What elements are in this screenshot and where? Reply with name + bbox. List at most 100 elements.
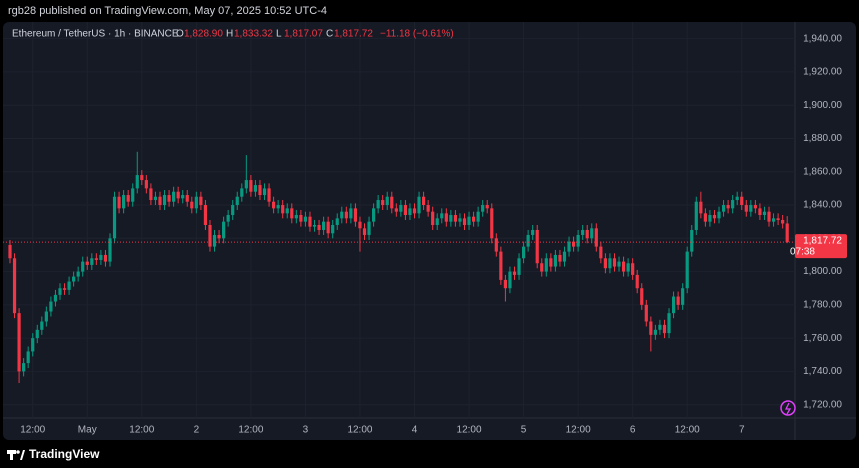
candle-body (140, 175, 144, 181)
ohlc-change: −11.18 (−0.61%) (380, 29, 454, 40)
candle-body (262, 188, 267, 196)
y-tick-label: 1,780.00 (803, 299, 842, 310)
candle-body (358, 221, 362, 229)
candle-body (631, 263, 635, 275)
candle-body (758, 208, 762, 216)
candle-body (362, 228, 367, 235)
candle-body (35, 329, 39, 339)
candle-body (135, 175, 139, 189)
countdown: 07:38 (790, 247, 815, 258)
candle-body (285, 208, 289, 214)
candle-body (403, 205, 408, 216)
candle-body (658, 324, 662, 330)
candle-body (735, 196, 739, 201)
candle-body (276, 205, 280, 209)
candle-body (562, 251, 567, 262)
candle-body (312, 224, 317, 227)
brand: TradingView (29, 447, 100, 461)
candle-body (681, 288, 685, 305)
candle-body (476, 211, 480, 222)
candle-body (172, 191, 176, 202)
candle-body (485, 205, 489, 209)
candle-body (344, 211, 348, 219)
candle-body (540, 263, 544, 272)
candle-body (653, 329, 657, 335)
candle-body (240, 188, 244, 197)
candle-body (494, 238, 498, 252)
y-tick-label: 1,860.00 (803, 166, 842, 177)
candle-body (481, 205, 485, 212)
candle-body (376, 200, 380, 209)
candle-body (117, 196, 121, 209)
candle-body (76, 271, 80, 277)
x-tick-label: 12:00 (347, 425, 372, 436)
candle-body (181, 195, 185, 199)
candle-body (317, 224, 321, 230)
logo-part (16, 450, 20, 454)
candle-body (612, 258, 617, 267)
candle-body (594, 228, 598, 247)
candle-body (253, 185, 258, 192)
candle-body (17, 313, 21, 372)
x-tick-label: 6 (630, 425, 636, 436)
x-tick-label: 2 (194, 425, 200, 436)
candle-body (108, 238, 112, 262)
candle-body (626, 263, 630, 272)
candle-body (258, 185, 262, 196)
candle-body (72, 276, 76, 282)
candle-body (431, 211, 435, 225)
candle-body (749, 205, 753, 212)
candle-body (421, 196, 426, 206)
y-tick-label: 1,880.00 (803, 133, 842, 144)
x-tick-label: 12:00 (675, 425, 700, 436)
candle-body (272, 201, 276, 209)
candle-body (299, 215, 303, 222)
x-tick-label: 7 (739, 425, 745, 436)
candle-body (417, 196, 421, 214)
candle-body (667, 313, 671, 334)
last-price-label: 1,817.72 (803, 236, 842, 247)
logo-part (20, 450, 25, 460)
candle-body (753, 205, 757, 209)
x-tick-label: 12:00 (20, 425, 45, 436)
candle-body (153, 196, 158, 201)
candle-body (649, 321, 653, 335)
candle-body (717, 211, 721, 219)
candle-body (226, 215, 230, 222)
candle-body (249, 180, 253, 192)
candle-body (571, 241, 576, 247)
candle-body (281, 205, 285, 214)
candle-body (144, 180, 148, 189)
candle-body (576, 234, 580, 247)
candle-body (726, 205, 730, 209)
candle-body (721, 205, 726, 212)
candle-body (435, 218, 439, 225)
last-price-tag (795, 234, 847, 259)
candle-body (771, 218, 776, 222)
candle-body (290, 208, 294, 219)
candle-body (203, 205, 208, 225)
candle-body (740, 196, 744, 206)
candle-body (349, 208, 353, 219)
candle-body (62, 288, 67, 290)
candle-body (26, 351, 30, 364)
candle-body (585, 229, 589, 239)
candle-body (608, 258, 612, 269)
candle-body (149, 188, 153, 201)
x-tick-label: 12:00 (566, 425, 591, 436)
candle-body (535, 229, 539, 264)
candle-body (208, 224, 212, 247)
candle-body (49, 301, 53, 312)
candle-body (512, 271, 517, 275)
candle-body (176, 191, 180, 199)
plot: 1,720.00 1,740.00 1,760.00 1,780.00 1,800.00… (3, 22, 847, 436)
candle-body (322, 221, 326, 230)
alert-bolt (784, 402, 792, 415)
candle-body (162, 195, 167, 206)
candle-body (490, 208, 494, 239)
ohlc-value: 1,833.32 (234, 29, 273, 40)
candle-body (126, 195, 130, 202)
candle-body (499, 251, 503, 280)
alert-icon[interactable] (780, 400, 796, 416)
y-tick-label: 1,940.00 (803, 33, 842, 44)
